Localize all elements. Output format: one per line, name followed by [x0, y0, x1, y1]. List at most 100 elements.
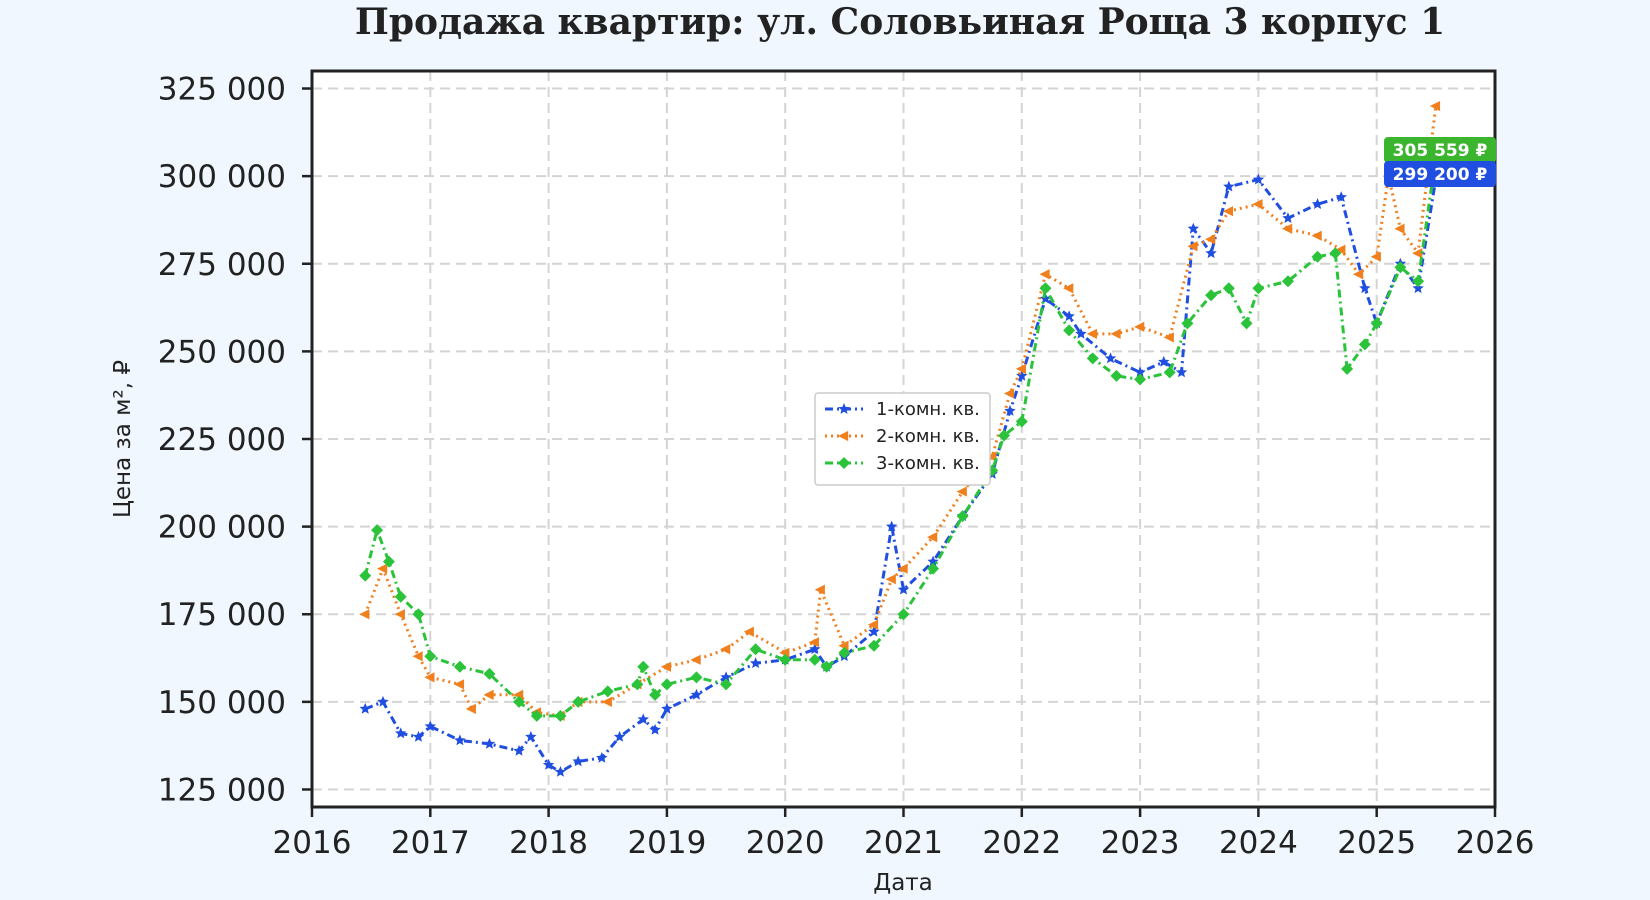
- x-tick-label: 2026: [1456, 825, 1535, 861]
- legend-box: [814, 392, 991, 486]
- series-3: [359, 150, 1442, 722]
- data-point: [596, 751, 608, 763]
- series-line-1: [364, 178, 1438, 774]
- y-tick-label: 200 000: [158, 510, 286, 546]
- data-point: [1370, 317, 1383, 330]
- data-point: [1412, 248, 1423, 259]
- data-point: [1163, 332, 1174, 343]
- data-point: [1311, 250, 1324, 263]
- data-point: [377, 695, 389, 707]
- x-tick-label: 2025: [1337, 825, 1416, 861]
- x-tick-label: 2020: [746, 825, 825, 861]
- data-point: [808, 653, 821, 666]
- data-point: [743, 626, 754, 637]
- data-point: [1134, 366, 1146, 378]
- data-point: [453, 660, 466, 673]
- axes: 2016 2017 2018 2019 2020 2021 2022 2023 2024 2025…: [158, 72, 1535, 861]
- data-point: [1222, 206, 1234, 217]
- data-point: [359, 702, 371, 714]
- y-tick-label: 125 000: [158, 772, 286, 808]
- data-point: [690, 671, 703, 684]
- data-point: [1063, 324, 1076, 337]
- data-point: [897, 563, 908, 574]
- data-point: [1187, 222, 1200, 234]
- data-point: [572, 695, 585, 708]
- data-point: [660, 661, 672, 672]
- legend-marker: [838, 457, 850, 469]
- last-value-badge: [1384, 137, 1496, 163]
- data-point: [1412, 282, 1424, 294]
- data-point: [394, 590, 407, 603]
- data-point: [637, 713, 649, 725]
- data-point: [867, 619, 879, 630]
- last-value-labels: 305 559 ₽ 299 200 ₽: [1384, 137, 1496, 187]
- data-point: [1205, 247, 1217, 259]
- data-point: [720, 644, 731, 655]
- grid: [312, 71, 1495, 807]
- data-point: [1187, 241, 1198, 252]
- y-axis-label: Цена за м², ₽: [110, 360, 136, 518]
- data-point: [601, 685, 614, 698]
- data-point: [637, 660, 650, 673]
- data-point: [1341, 362, 1354, 375]
- data-point: [1205, 289, 1218, 302]
- last-value-label: 305 559 ₽: [1393, 141, 1488, 161]
- data-point: [1311, 230, 1322, 241]
- data-point: [1063, 310, 1075, 322]
- data-point: [779, 647, 790, 658]
- data-point: [1134, 373, 1147, 386]
- data-point: [572, 755, 584, 767]
- x-tick-label: 2022: [982, 825, 1061, 861]
- data-point: [927, 532, 938, 543]
- data-point: [513, 695, 526, 708]
- data-point: [359, 569, 372, 582]
- data-point: [465, 703, 476, 714]
- y-tick-label: 175 000: [158, 597, 286, 633]
- data-point: [1252, 173, 1265, 185]
- data-point: [1134, 321, 1145, 332]
- data-point: [1003, 388, 1015, 399]
- data-point: [453, 679, 465, 690]
- data-point: [1240, 317, 1253, 330]
- data-point: [542, 758, 555, 770]
- data-point: [749, 643, 762, 656]
- data-point: [814, 584, 825, 595]
- data-point: [554, 709, 567, 722]
- x-tick-label: 2017: [391, 825, 470, 861]
- data-point: [1335, 191, 1347, 203]
- data-point: [371, 524, 384, 537]
- data-point: [927, 555, 939, 567]
- data-point: [1110, 369, 1123, 382]
- data-point: [1223, 180, 1235, 192]
- data-point: [897, 583, 910, 595]
- data-point: [1205, 234, 1216, 245]
- data-point: [454, 734, 466, 746]
- data-point: [1175, 366, 1188, 378]
- data-point: [1015, 415, 1028, 428]
- x-tick-label: 2016: [273, 825, 352, 861]
- data-point: [1110, 328, 1121, 339]
- data-point: [1429, 100, 1441, 112]
- data-point: [779, 653, 792, 666]
- data-point: [808, 637, 819, 648]
- data-point: [1063, 283, 1074, 294]
- data-point: [867, 639, 880, 652]
- data-point: [1039, 292, 1052, 304]
- data-point: [956, 486, 967, 497]
- data-point: [483, 689, 494, 700]
- x-tick-label: 2019: [627, 825, 706, 861]
- data-point: [1358, 338, 1371, 351]
- data-point: [1370, 251, 1381, 262]
- chart-title: Продажа квартир: ул. Соловьиная Роща 3 к…: [355, 1, 1445, 43]
- data-point: [838, 640, 849, 651]
- data-point: [424, 672, 435, 683]
- data-point: [720, 671, 732, 683]
- data-point: [649, 723, 661, 735]
- data-point: [690, 654, 701, 665]
- legend-label: 2-комн. кв.: [876, 426, 980, 447]
- data-point: [1394, 261, 1407, 274]
- y-tick-label: 225 000: [158, 422, 286, 458]
- data-point: [1311, 198, 1324, 210]
- data-point: [649, 688, 662, 701]
